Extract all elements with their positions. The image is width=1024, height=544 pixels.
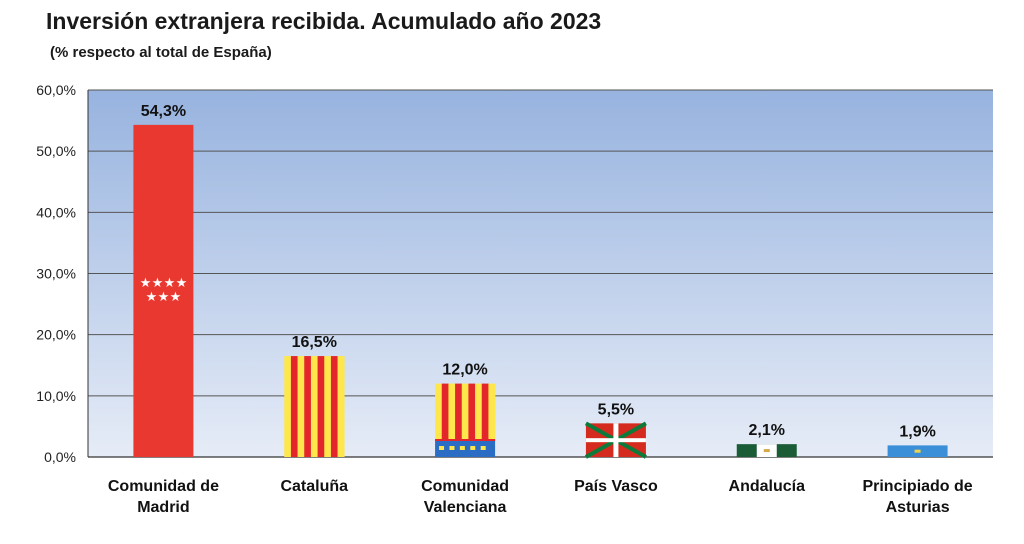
data-label: 2,1% (749, 422, 785, 439)
y-tick-label: 0,0% (44, 449, 76, 465)
bar-vasco (584, 421, 647, 459)
svg-text:★: ★ (158, 289, 170, 304)
svg-text:★: ★ (146, 289, 158, 304)
bar-cataluna (284, 356, 345, 457)
y-tick-label: 50,0% (36, 143, 76, 159)
x-tick-label: Madrid (137, 499, 189, 516)
svg-text:★: ★ (164, 275, 176, 290)
x-tick-label: País Vasco (574, 478, 658, 495)
y-tick-label: 10,0% (36, 388, 76, 404)
bar-madrid: ★ ★ ★ ★★ ★ ★ (133, 124, 194, 458)
x-tick-label: Principiado de (862, 478, 972, 495)
chart-subtitle: (% respecto al total de España) (50, 44, 272, 61)
data-label: 5,5% (598, 401, 634, 418)
data-label: 54,3% (141, 103, 186, 120)
y-tick-label: 60,0% (36, 82, 76, 98)
x-tick-label: Asturias (886, 499, 950, 516)
data-label: 16,5% (292, 334, 337, 351)
data-label: 12,0% (442, 362, 487, 379)
y-tick-label: 30,0% (36, 266, 76, 282)
data-label: 1,9% (899, 423, 935, 440)
y-tick-label: 20,0% (36, 327, 76, 343)
chart-title: Inversión extranjera recibida. Acumulado… (46, 8, 602, 34)
bar-valenciana (435, 383, 496, 457)
x-tick-label: Comunidad (421, 478, 509, 495)
x-tick-label: Cataluña (280, 478, 348, 495)
x-tick-label: Valenciana (424, 499, 507, 516)
x-tick-label: Comunidad de (108, 478, 219, 495)
bar-asturias (887, 445, 948, 457)
svg-text:★: ★ (152, 275, 164, 290)
svg-text:★: ★ (170, 289, 182, 304)
bar-andalucia (736, 444, 797, 457)
svg-text:★: ★ (140, 275, 152, 290)
x-tick-label: Andalucía (729, 478, 806, 495)
svg-text:★: ★ (176, 275, 188, 290)
y-tick-label: 40,0% (36, 204, 76, 220)
